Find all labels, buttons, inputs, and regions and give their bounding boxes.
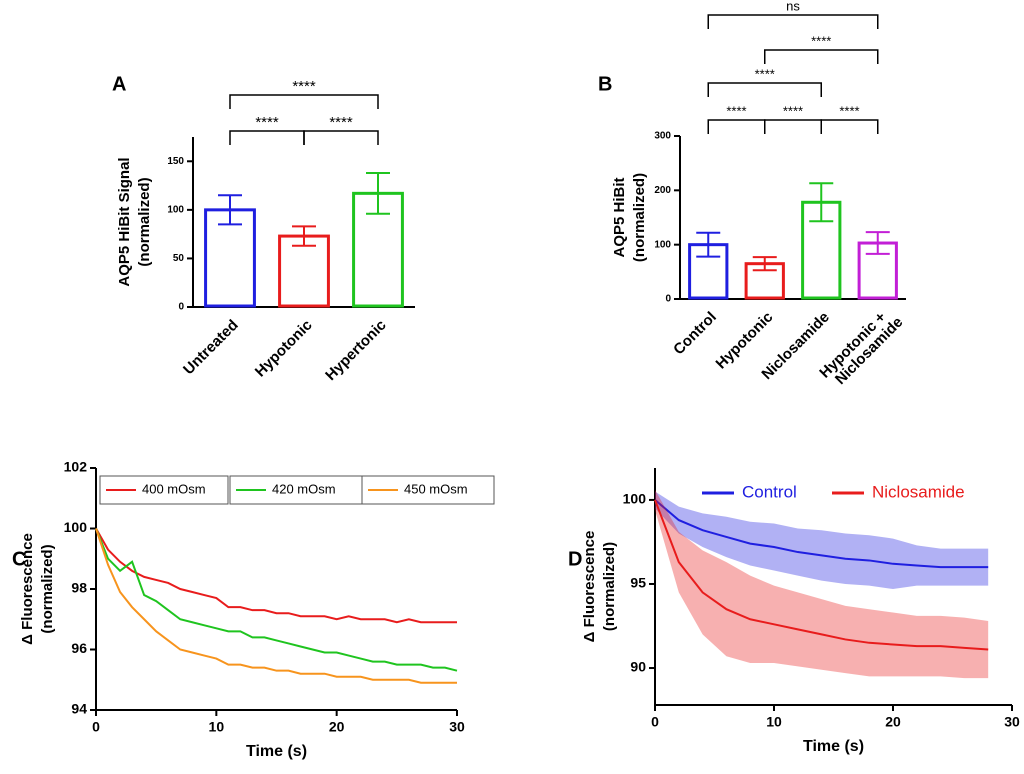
significance-bracket — [707, 82, 822, 97]
panel-label: D — [568, 548, 582, 570]
x-tick-label: Hypotonic — [252, 317, 316, 381]
significance-label: **** — [726, 103, 746, 118]
series-line — [95, 528, 457, 624]
y-axis-label: (normalized) — [39, 544, 56, 633]
y-tick-label: 200 — [654, 185, 671, 196]
series-line — [95, 528, 457, 684]
y-tick-label: 0 — [665, 294, 671, 305]
y-axis-label: (normalized) — [631, 173, 648, 262]
significance-bracket — [764, 119, 822, 134]
panel-label: A — [112, 73, 126, 95]
y-axis-label: (normalized) — [601, 542, 618, 631]
significance-bracket — [764, 49, 879, 64]
y-axis-label: Δ Fluorescence — [581, 531, 598, 643]
error-band — [655, 489, 989, 679]
significance-label: **** — [329, 114, 353, 131]
y-tick-label: 150 — [167, 156, 184, 167]
y-tick-label: 100 — [64, 519, 88, 535]
significance-label: **** — [292, 78, 316, 95]
y-tick-label: 300 — [654, 131, 671, 142]
x-axis-label: Time (s) — [803, 738, 864, 755]
x-tick-label: 10 — [209, 719, 225, 735]
significance-label: **** — [783, 103, 803, 118]
y-tick-label: 94 — [71, 701, 87, 717]
y-axis-label: Δ Fluorescence — [19, 533, 36, 645]
error-bar — [366, 171, 390, 215]
y-axis-label: (normalized) — [136, 177, 153, 266]
y-tick-label: 50 — [173, 253, 185, 264]
significance-bracket — [229, 94, 379, 109]
x-tick-label: 0 — [651, 714, 659, 730]
panel-label: B — [598, 73, 612, 95]
x-tick-label: 30 — [1004, 714, 1020, 730]
x-tick-label: Hypertonic — [322, 317, 389, 384]
legend-label: 450 mOsm — [404, 481, 468, 496]
significance-label: **** — [839, 103, 859, 118]
y-tick-label: 95 — [630, 575, 646, 591]
legend-box — [99, 475, 229, 505]
significance-bracket — [303, 130, 379, 145]
x-tick-label: 10 — [766, 714, 782, 730]
significance-bracket — [229, 130, 305, 145]
y-tick-label: 0 — [178, 302, 184, 313]
x-tick-label: Untreated — [180, 317, 242, 379]
x-tick-label: 30 — [449, 719, 465, 735]
significance-label: ns — [786, 0, 800, 13]
significance-bracket — [820, 119, 879, 134]
x-tick-label: 20 — [885, 714, 901, 730]
panel-label: C — [12, 548, 26, 570]
significance-label: **** — [255, 114, 279, 131]
y-tick-label: 90 — [630, 659, 646, 675]
error-bar — [809, 182, 834, 223]
legend-label: Control — [742, 482, 797, 501]
legend-label: 420 mOsm — [272, 481, 336, 496]
legend-label: Niclosamide — [872, 482, 965, 501]
y-tick-label: 96 — [71, 640, 87, 656]
legend-label: 400 mOsm — [142, 481, 206, 496]
x-tick-label: Control — [670, 309, 720, 359]
significance-label: **** — [755, 66, 775, 81]
y-axis-label: AQP5 HiBit — [611, 177, 628, 257]
significance-label: **** — [811, 33, 831, 48]
series-line — [95, 528, 458, 672]
x-axis-label: Time (s) — [246, 743, 307, 760]
y-axis-label: AQP5 HiBit Signal — [116, 157, 133, 286]
y-tick-label: 98 — [71, 580, 87, 596]
y-tick-label: 100 — [654, 239, 671, 250]
y-tick-label: 100 — [623, 491, 647, 507]
error-bar — [292, 225, 316, 247]
error-bar — [752, 256, 777, 272]
error-bar — [218, 194, 242, 226]
significance-bracket — [707, 14, 879, 29]
error-bar — [865, 231, 890, 255]
y-tick-label: 100 — [167, 204, 184, 215]
series-line — [654, 499, 989, 651]
error-bar — [696, 231, 721, 258]
x-tick-label: 0 — [92, 719, 100, 735]
x-tick-label: 20 — [329, 719, 345, 735]
significance-bracket — [707, 119, 766, 134]
y-tick-label: 102 — [64, 459, 88, 475]
series-line — [654, 499, 989, 569]
